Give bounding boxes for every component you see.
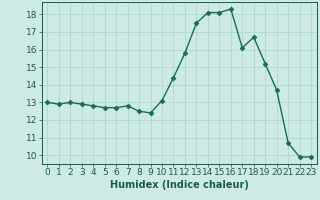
X-axis label: Humidex (Indice chaleur): Humidex (Indice chaleur): [110, 180, 249, 190]
